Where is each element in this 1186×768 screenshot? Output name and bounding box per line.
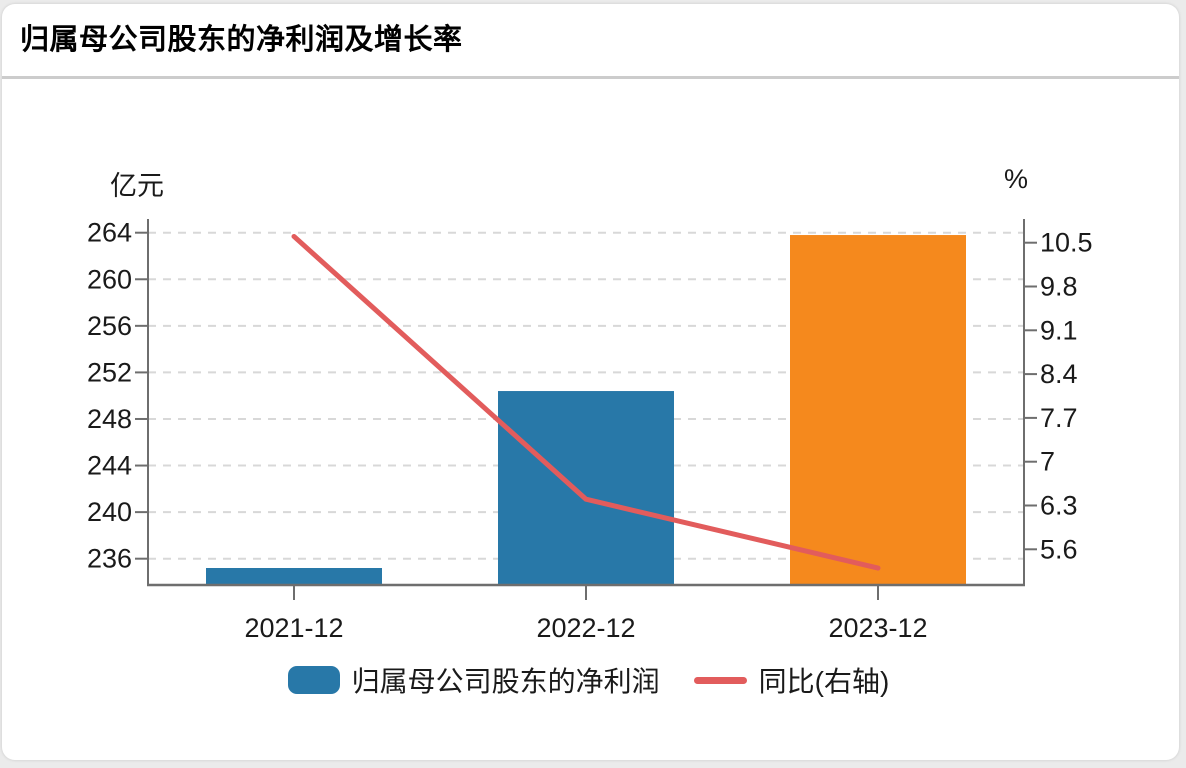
left-tick-label: 236 (87, 544, 132, 574)
left-tick-label: 260 (87, 264, 132, 294)
left-tick-label: 240 (87, 497, 132, 527)
right-tick-label: 5.6 (1040, 534, 1078, 564)
bar-2021-12[interactable] (206, 568, 382, 585)
left-tick-label: 252 (87, 357, 132, 387)
header-divider (2, 76, 1179, 79)
right-tick-label: 9.1 (1040, 315, 1078, 345)
right-tick-label: 7 (1040, 447, 1055, 477)
right-tick-label: 7.7 (1040, 403, 1078, 433)
chart-card: 归属母公司股东的净利润及增长率 (2, 4, 1179, 760)
legend-label-yoy: 同比(右轴) (758, 666, 890, 697)
bar-2022-12[interactable] (498, 391, 674, 585)
x-axis-label-2022-12: 2022-12 (536, 613, 635, 643)
left-tick-label: 256 (87, 311, 132, 341)
x-axis-label-2021-12: 2021-12 (244, 613, 343, 643)
legend-label-net-profit: 归属母公司股东的净利润 (351, 666, 660, 697)
line-series-swatch-icon (693, 676, 747, 684)
left-tick-label: 264 (87, 218, 132, 248)
right-axis-unit-label: % (1004, 164, 1029, 194)
right-tick-label: 8.4 (1040, 359, 1078, 389)
bar-series-swatch-icon (287, 666, 340, 694)
legend: 归属母公司股东的净利润 同比(右轴) (0, 660, 1177, 700)
chart-title: 归属母公司股东的净利润及增长率 (20, 24, 463, 56)
left-tick-label: 244 (87, 451, 132, 481)
right-tick-label: 9.8 (1040, 272, 1078, 302)
left-axis-unit-label: 亿元 (110, 171, 164, 201)
legend-item-yoy[interactable]: 同比(右轴) (693, 660, 890, 700)
right-tick-label: 6.3 (1040, 491, 1078, 521)
left-tick-label: 248 (87, 404, 132, 434)
right-tick-label: 10.5 (1040, 228, 1093, 258)
legend-item-net-profit[interactable]: 归属母公司股东的净利润 (287, 660, 660, 700)
yoy-line[interactable] (291, 233, 881, 571)
x-axis-label-2023-12: 2023-12 (828, 613, 927, 643)
bar-2023-12[interactable] (790, 235, 966, 585)
